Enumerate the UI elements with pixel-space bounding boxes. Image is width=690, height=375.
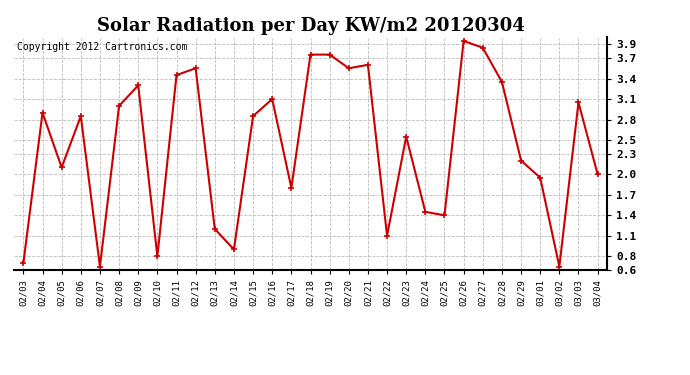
Title: Solar Radiation per Day KW/m2 20120304: Solar Radiation per Day KW/m2 20120304 <box>97 16 524 34</box>
Text: Copyright 2012 Cartronics.com: Copyright 2012 Cartronics.com <box>17 42 187 52</box>
